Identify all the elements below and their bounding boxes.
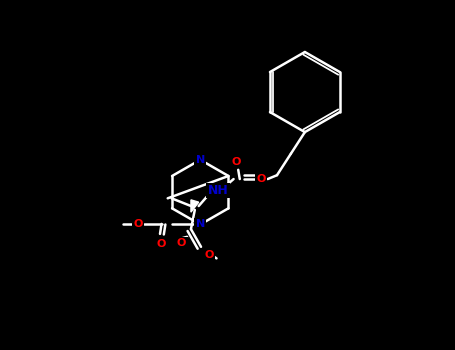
Text: NH: NH [207,184,228,197]
Text: O: O [157,239,166,249]
Text: O: O [134,219,143,230]
Text: N: N [196,155,205,165]
Text: O: O [177,238,187,248]
Polygon shape [191,200,199,212]
Text: O: O [204,250,213,259]
Text: O: O [231,157,241,167]
Text: N: N [196,219,205,230]
Text: O: O [257,174,266,184]
